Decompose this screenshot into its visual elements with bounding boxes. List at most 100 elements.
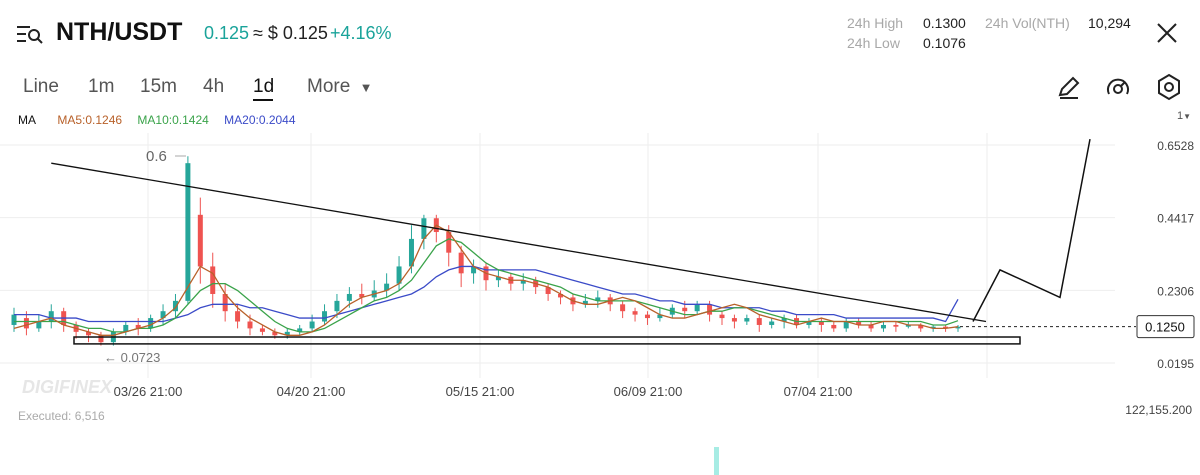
candle-body (135, 324, 141, 329)
candle-body (744, 318, 750, 322)
candle-body (769, 321, 775, 325)
ma20-line (14, 265, 959, 323)
indicator-gauge-icon[interactable] (1104, 74, 1132, 100)
ma-legend: MA MA5:0.1246 MA10:0.1424 MA20:0.2044 (18, 113, 308, 127)
ma20-value: MA20:0.2044 (224, 113, 296, 127)
candle-body (694, 304, 700, 312)
vol-label: 24h Vol(NTH) (985, 15, 1070, 31)
more-label: More (307, 76, 351, 97)
candle-body (11, 314, 17, 325)
candle-body (756, 318, 762, 325)
low-value: 0.1076 (923, 35, 966, 51)
candle-body (880, 324, 886, 329)
candle-body (458, 252, 464, 274)
tab-15m[interactable]: 15m (140, 76, 177, 97)
candle-body (408, 238, 414, 267)
resistance-trendline (51, 162, 987, 323)
tab-1m[interactable]: 1m (88, 76, 115, 97)
candle-body (818, 321, 824, 325)
ma10-line (14, 238, 959, 333)
candle-body (943, 326, 949, 329)
ma5-line (13, 224, 959, 336)
current-price-box (1136, 315, 1195, 339)
high-label: 24h High (847, 15, 904, 31)
candle-body (23, 318, 29, 329)
candle-body (297, 328, 303, 332)
candle-body (620, 304, 626, 312)
x-tick-label: 06/09 21:00 (614, 384, 683, 399)
tab-1d-underline (253, 99, 273, 101)
candle-body (322, 311, 328, 322)
settings-hexagon-icon[interactable] (1155, 73, 1183, 101)
candle-body (905, 324, 911, 327)
candle-body (185, 163, 191, 301)
candle-body (346, 293, 352, 301)
candle-body (247, 321, 253, 329)
candle-body (160, 311, 166, 319)
ma-label: MA (18, 113, 36, 127)
candle-body (48, 311, 54, 322)
candle-body (222, 293, 228, 312)
low-marker-label: ← 0.0723 (104, 350, 160, 365)
candle-body (831, 324, 837, 329)
current-price-label: 0.1250 (1145, 320, 1185, 335)
candle-body (719, 314, 725, 319)
candle-body (644, 314, 650, 319)
support-box (73, 336, 1021, 345)
candle-body (856, 321, 862, 325)
candle-body (471, 266, 477, 274)
candle-body (259, 328, 265, 332)
candle-body (930, 326, 936, 329)
candle-body (520, 280, 526, 284)
candle-body (545, 287, 551, 294)
tab-4h[interactable]: 4h (203, 76, 225, 97)
candle-body (384, 283, 390, 291)
high-marker-label: 0.6 (146, 148, 167, 165)
y-tick-label: 0.6528 (1157, 139, 1194, 153)
candle-body (843, 321, 849, 329)
candle-body (781, 318, 787, 322)
vol-value: 10,294 (1088, 15, 1131, 31)
tab-1d[interactable]: 1d (253, 76, 275, 97)
high-value: 0.1300 (923, 15, 966, 31)
close-icon[interactable] (1156, 22, 1178, 44)
y-tick-label: 0.2306 (1157, 284, 1194, 298)
candle-body (657, 314, 663, 319)
candle-body (707, 304, 713, 315)
menu-search-icon[interactable] (17, 24, 43, 46)
candle-body (309, 321, 315, 329)
executed-label: Executed: 6,516 (18, 409, 105, 423)
x-tick-label: 03/26 21:00 (114, 384, 183, 399)
candle-body (495, 276, 501, 281)
y-tick-label: 0.0195 (1157, 357, 1194, 371)
candle-body (731, 318, 737, 322)
candle-body (272, 331, 278, 336)
tab-line[interactable]: Line (23, 76, 59, 97)
candle-body (955, 326, 961, 329)
candle-body (558, 293, 564, 298)
candle-body (98, 335, 104, 343)
candle-body (682, 307, 688, 312)
more-dropdown[interactable]: More ▼ (307, 76, 372, 98)
candle-body (595, 297, 601, 301)
candle-body (284, 331, 290, 336)
scale-selector[interactable]: 1▼ (1177, 110, 1191, 122)
draw-pencil-icon[interactable] (1056, 74, 1082, 100)
candle-body (235, 311, 241, 322)
low-label: 24h Low (847, 35, 900, 51)
last-price: 0.125 (204, 23, 250, 43)
candle-body (148, 318, 154, 329)
watermark-text: DIGIFINEX (22, 377, 113, 397)
candle-body (359, 293, 365, 298)
candle-body (210, 266, 216, 294)
candle-body (123, 324, 129, 332)
candle-body (197, 214, 203, 267)
candle-body (421, 218, 427, 239)
candle-body (806, 321, 812, 325)
candle-body (172, 300, 178, 312)
approx-usd-price: ≈ $ 0.125 (253, 23, 328, 43)
price-change: +4.16% (330, 23, 392, 43)
candle-body (334, 300, 340, 312)
x-tick-label: 07/04 21:00 (784, 384, 853, 399)
